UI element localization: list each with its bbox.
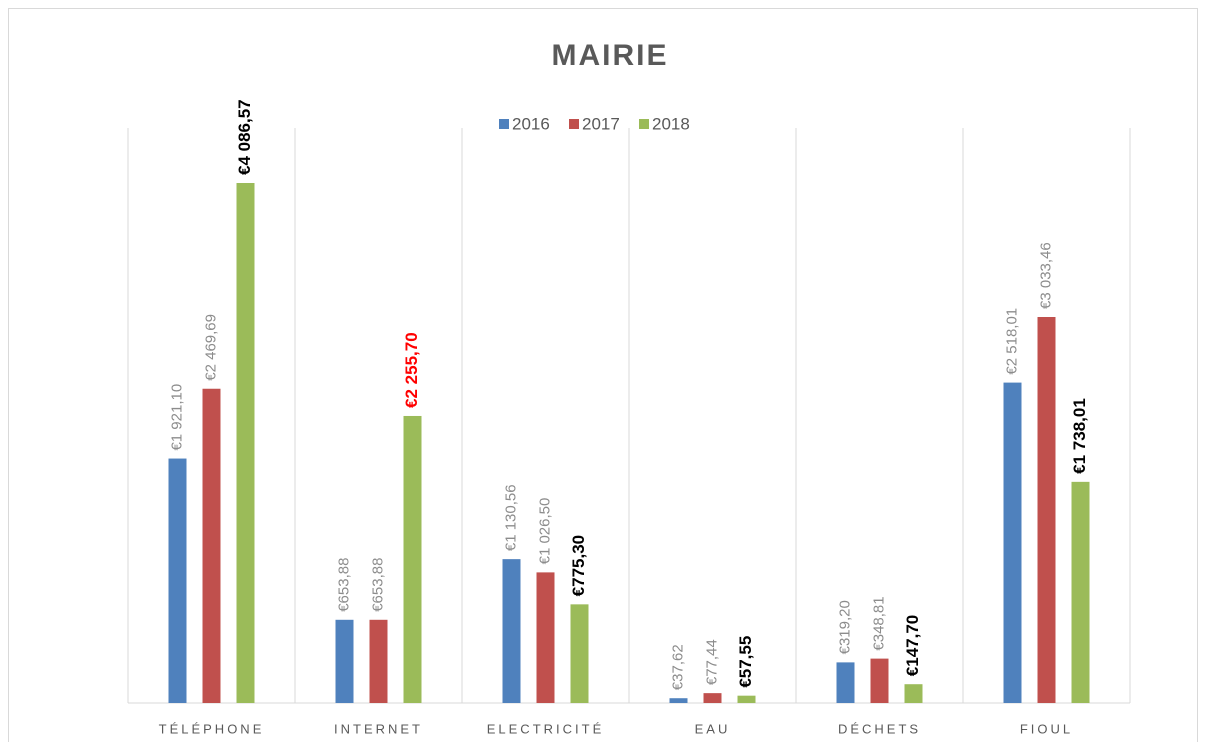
bar bbox=[1037, 317, 1056, 703]
legend-label: 2017 bbox=[582, 114, 620, 133]
value-label: €775,30 bbox=[569, 535, 588, 596]
bar bbox=[1003, 382, 1022, 703]
bar bbox=[236, 183, 255, 703]
value-label: €1 026,50 bbox=[536, 498, 553, 565]
x-tick-label: INTERNET bbox=[334, 721, 423, 736]
value-label: €2 469,69 bbox=[202, 314, 219, 381]
value-label: €1 738,01 bbox=[1070, 398, 1089, 474]
x-tick-label: FIOUL bbox=[1020, 721, 1073, 736]
value-label: €1 921,10 bbox=[168, 384, 185, 451]
bar bbox=[1071, 481, 1090, 703]
bar bbox=[570, 604, 589, 703]
value-label: €653,88 bbox=[335, 558, 352, 612]
legend-swatch bbox=[639, 119, 649, 129]
x-tick-label: DÉCHETS bbox=[838, 721, 921, 736]
value-label: €4 086,57 bbox=[235, 99, 254, 175]
value-label: €1 130,56 bbox=[502, 484, 519, 551]
value-label: €37,62 bbox=[669, 644, 686, 690]
bar bbox=[703, 693, 722, 703]
bar bbox=[904, 684, 923, 703]
bar bbox=[536, 572, 555, 703]
x-tick-label: EAU bbox=[695, 721, 731, 736]
value-label: €319,20 bbox=[836, 600, 853, 654]
bar bbox=[168, 458, 187, 703]
bar bbox=[502, 559, 521, 703]
legend-label: 2016 bbox=[512, 114, 550, 133]
bar bbox=[737, 695, 756, 703]
bar bbox=[870, 658, 889, 703]
legend-swatch bbox=[499, 119, 509, 129]
x-tick-label: TÉLÉPHONE bbox=[159, 721, 265, 736]
bar bbox=[669, 698, 688, 703]
value-label: €2 518,01 bbox=[1003, 308, 1020, 375]
legend-swatch bbox=[569, 119, 579, 129]
value-label: €77,44 bbox=[703, 639, 720, 685]
value-label: €3 033,46 bbox=[1037, 242, 1054, 309]
bar bbox=[202, 388, 221, 703]
value-label: €348,81 bbox=[870, 596, 887, 650]
legend-label: 2018 bbox=[652, 114, 690, 133]
value-label: €147,70 bbox=[903, 615, 922, 676]
bar bbox=[335, 619, 354, 703]
value-label: €57,55 bbox=[736, 636, 755, 688]
value-label: €2 255,70 bbox=[402, 332, 421, 408]
chart-title: MAIRIE bbox=[552, 39, 669, 72]
bar bbox=[836, 662, 855, 703]
bar bbox=[403, 415, 422, 703]
bar bbox=[369, 619, 388, 703]
x-tick-label: ELECTRICITÉ bbox=[487, 721, 605, 736]
value-label: €653,88 bbox=[369, 558, 386, 612]
